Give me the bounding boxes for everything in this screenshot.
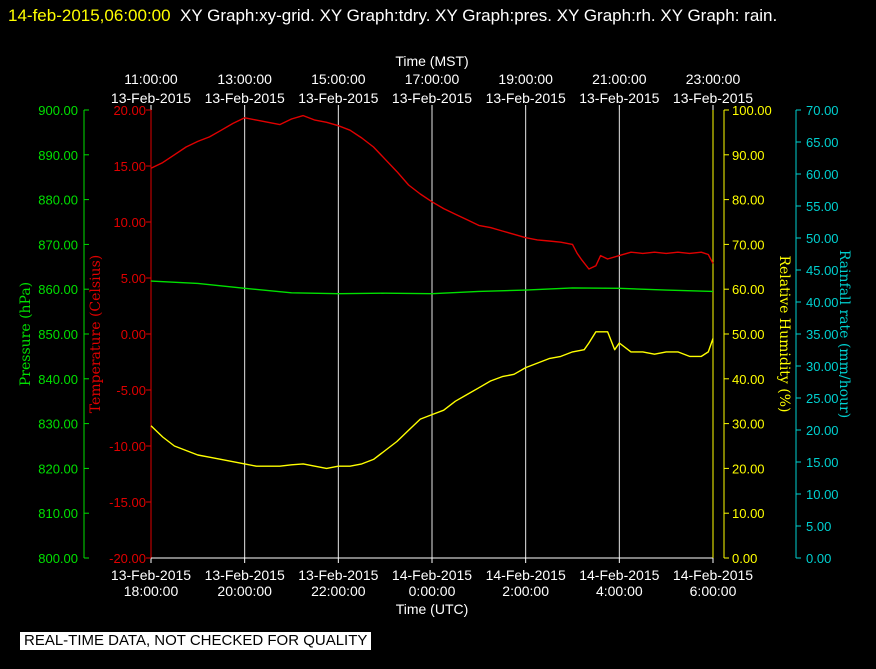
x-tick-label-time: 6:00:00 bbox=[690, 583, 737, 599]
top-tick-label-date: 13-Feb-2015 bbox=[298, 90, 378, 106]
rain-tick-label: 55.00 bbox=[806, 199, 839, 214]
top-tick-label-time: 23:00:00 bbox=[686, 71, 741, 87]
top-tick-label-date: 13-Feb-2015 bbox=[673, 90, 753, 106]
rain-tick-label: 65.00 bbox=[806, 135, 839, 150]
humidity-tick-label: 50.00 bbox=[732, 327, 765, 342]
graph-list: XY Graph:xy-grid. XY Graph:tdry. XY Grap… bbox=[180, 6, 778, 25]
top-tick-label-date: 13-Feb-2015 bbox=[486, 90, 566, 106]
top-tick-label-date: 13-Feb-2015 bbox=[579, 90, 659, 106]
humidity-tick-label: 90.00 bbox=[732, 148, 765, 163]
pressure-tick-label: 900.00 bbox=[38, 103, 78, 118]
x-tick-label-date: 14-Feb-2015 bbox=[392, 567, 472, 583]
pressure-tick-label: 850.00 bbox=[38, 327, 78, 342]
humidity-tick-label: 30.00 bbox=[732, 417, 765, 432]
series-rh-line bbox=[150, 331, 714, 470]
window-title: 14-feb-2015,06:00:00 XY Graph:xy-grid. X… bbox=[8, 2, 868, 29]
top-tick-label-time: 13:00:00 bbox=[217, 71, 272, 87]
x-tick-label-time: 2:00:00 bbox=[502, 583, 549, 599]
x-tick-label-time: 18:00:00 bbox=[124, 583, 179, 599]
rain-tick-label: 60.00 bbox=[806, 167, 839, 182]
pressure-tick-label: 880.00 bbox=[38, 193, 78, 208]
x-tick-label-date: 13-Feb-2015 bbox=[111, 567, 191, 583]
humidity-tick-label: 70.00 bbox=[732, 237, 765, 252]
humidity-tick-label: 0.00 bbox=[732, 551, 757, 566]
top-tick-label-time: 19:00:00 bbox=[498, 71, 553, 87]
rain-axis-title: Rainfall rate (mm/hour) bbox=[836, 250, 852, 418]
temperature-tick-label: -10.00 bbox=[109, 439, 146, 454]
pressure-tick-label: 820.00 bbox=[38, 461, 78, 476]
top-tick-label-date: 13-Feb-2015 bbox=[392, 90, 472, 106]
series-pres-line bbox=[150, 280, 714, 295]
x-tick-label-date: 14-Feb-2015 bbox=[673, 567, 753, 583]
rain-tick-label: 15.00 bbox=[806, 455, 839, 470]
rain-tick-label: 10.00 bbox=[806, 487, 839, 502]
pressure-tick-label: 860.00 bbox=[38, 282, 78, 297]
temperature-tick-label: -15.00 bbox=[109, 495, 146, 510]
series-tdry-line bbox=[150, 114, 714, 270]
pressure-tick-label: 800.00 bbox=[38, 551, 78, 566]
top-axis-title: Time (MST) bbox=[395, 53, 468, 69]
quality-disclaimer: REAL-TIME DATA, NOT CHECKED FOR QUALITY bbox=[20, 632, 372, 650]
top-tick-label-time: 21:00:00 bbox=[592, 71, 647, 87]
rain-tick-label: 50.00 bbox=[806, 231, 839, 246]
rain-tick-label: 45.00 bbox=[806, 263, 839, 278]
x-tick-label-time: 20:00:00 bbox=[217, 583, 272, 599]
x-tick-label-date: 14-Feb-2015 bbox=[579, 567, 659, 583]
humidity-axis-title: Relative Humidity (%) bbox=[776, 255, 792, 412]
x-tick-label-date: 13-Feb-2015 bbox=[205, 567, 285, 583]
humidity-tick-label: 60.00 bbox=[732, 282, 765, 297]
timestamp: 14-feb-2015,06:00:00 bbox=[8, 6, 171, 25]
top-tick-label-time: 11:00:00 bbox=[124, 71, 178, 87]
rain-tick-label: 35.00 bbox=[806, 327, 839, 342]
rain-tick-label: 20.00 bbox=[806, 423, 839, 438]
pressure-tick-label: 810.00 bbox=[38, 506, 78, 521]
x-axis-title: Time (UTC) bbox=[396, 601, 469, 617]
rain-tick-label: 0.00 bbox=[806, 551, 831, 566]
top-tick-label-time: 15:00:00 bbox=[311, 71, 366, 87]
top-tick-label-date: 13-Feb-2015 bbox=[205, 90, 285, 106]
top-tick-label-date: 13-Feb-2015 bbox=[111, 90, 191, 106]
pressure-axis-title: Pressure (hPa) bbox=[18, 282, 34, 386]
humidity-tick-label: 20.00 bbox=[732, 461, 765, 476]
pressure-tick-label: 890.00 bbox=[38, 148, 78, 163]
pressure-tick-label: 830.00 bbox=[38, 417, 78, 432]
temperature-tick-label: 20.00 bbox=[113, 103, 146, 118]
humidity-tick-label: 100.00 bbox=[732, 103, 772, 118]
humidity-tick-label: 10.00 bbox=[732, 506, 765, 521]
humidity-tick-label: 80.00 bbox=[732, 193, 765, 208]
rain-tick-label: 5.00 bbox=[806, 519, 831, 534]
humidity-tick-label: 40.00 bbox=[732, 372, 765, 387]
temperature-tick-label: -5.00 bbox=[116, 383, 146, 398]
x-tick-label-date: 13-Feb-2015 bbox=[298, 567, 378, 583]
pressure-tick-label: 840.00 bbox=[38, 372, 78, 387]
x-tick-label-time: 4:00:00 bbox=[596, 583, 643, 599]
temperature-tick-label: 0.00 bbox=[121, 327, 146, 342]
temperature-tick-label: 10.00 bbox=[113, 215, 146, 230]
temperature-tick-label: 5.00 bbox=[121, 271, 146, 286]
temperature-axis-title: Temperature (Celsius) bbox=[88, 255, 104, 413]
top-tick-label-time: 17:00:00 bbox=[405, 71, 460, 87]
x-tick-label-date: 14-Feb-2015 bbox=[486, 567, 566, 583]
rain-tick-label: 40.00 bbox=[806, 295, 839, 310]
x-tick-label-time: 0:00:00 bbox=[409, 583, 456, 599]
temperature-tick-label: -20.00 bbox=[109, 551, 146, 566]
x-tick-label-time: 22:00:00 bbox=[311, 583, 366, 599]
temperature-tick-label: 15.00 bbox=[113, 159, 146, 174]
rain-tick-label: 70.00 bbox=[806, 103, 839, 118]
rain-tick-label: 30.00 bbox=[806, 359, 839, 374]
pressure-tick-label: 870.00 bbox=[38, 237, 78, 252]
rain-tick-label: 25.00 bbox=[806, 391, 839, 406]
